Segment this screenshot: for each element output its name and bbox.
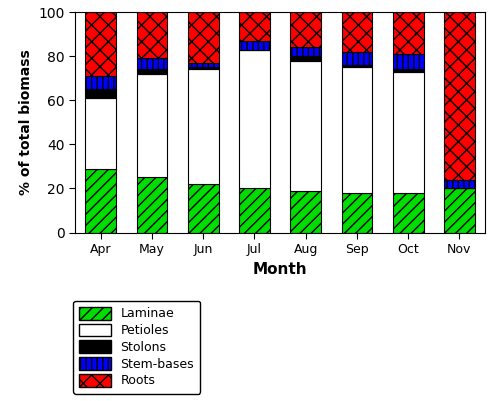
- Bar: [290, 61, 321, 191]
- Bar: [85, 12, 116, 76]
- Bar: [188, 63, 218, 67]
- Bar: [444, 12, 475, 180]
- Bar: [393, 69, 424, 72]
- Bar: [239, 41, 270, 50]
- Bar: [444, 180, 475, 188]
- Bar: [85, 76, 116, 89]
- Bar: [188, 67, 218, 69]
- Bar: [239, 12, 270, 41]
- Bar: [85, 169, 116, 233]
- Bar: [290, 191, 321, 233]
- Bar: [393, 12, 424, 54]
- Bar: [290, 12, 321, 47]
- Bar: [136, 12, 167, 59]
- Y-axis label: % of total biomass: % of total biomass: [18, 49, 32, 195]
- Bar: [239, 50, 270, 188]
- Bar: [85, 89, 116, 98]
- Bar: [444, 188, 475, 233]
- Bar: [136, 69, 167, 74]
- Bar: [136, 178, 167, 233]
- Bar: [342, 12, 372, 52]
- Bar: [290, 56, 321, 61]
- Bar: [85, 98, 116, 169]
- Bar: [290, 47, 321, 56]
- Legend: Laminae, Petioles, Stolons, Stem-bases, Roots: Laminae, Petioles, Stolons, Stem-bases, …: [73, 301, 200, 394]
- Bar: [342, 52, 372, 65]
- Bar: [136, 74, 167, 178]
- Bar: [342, 65, 372, 67]
- X-axis label: Month: Month: [252, 261, 308, 277]
- Bar: [393, 54, 424, 69]
- Bar: [188, 184, 218, 233]
- Bar: [239, 188, 270, 233]
- Bar: [393, 193, 424, 233]
- Bar: [342, 67, 372, 193]
- Bar: [188, 12, 218, 63]
- Bar: [342, 193, 372, 233]
- Bar: [188, 69, 218, 184]
- Bar: [136, 59, 167, 69]
- Bar: [393, 72, 424, 193]
